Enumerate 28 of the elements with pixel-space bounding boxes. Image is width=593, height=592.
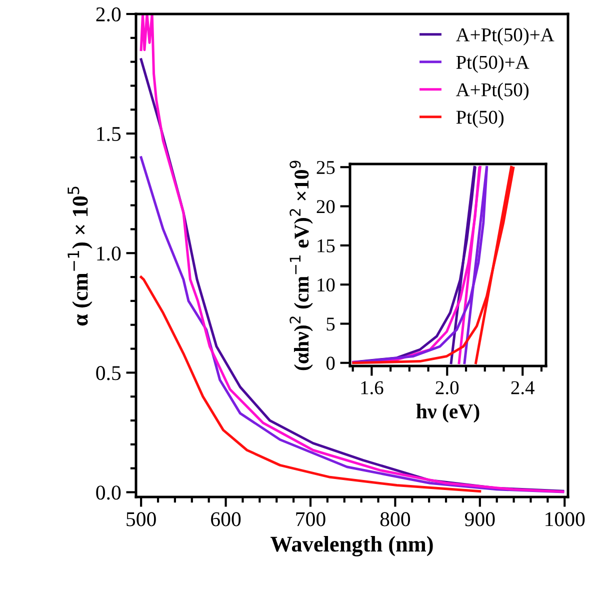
x-axis-title: hν (eV) bbox=[416, 404, 480, 423]
y-tick-label: 5 bbox=[326, 318, 335, 331]
x-axis-title: Wavelength (nm) bbox=[270, 536, 433, 556]
y-tick-label: 1.0 bbox=[97, 246, 121, 261]
y-axis-title: (αhν)$^{2}$ (cm$^{−1}$ eV)$^{2}$ ×10$^{9}$ bbox=[290, 160, 313, 370]
x-tick-label: 2.4 bbox=[511, 381, 534, 394]
legend-label: A+Pt(50) bbox=[456, 82, 529, 100]
y-tick-label: 10 bbox=[318, 278, 335, 292]
y-axis-title: α (cm$^{−1}$) × 10$^{5}$ bbox=[68, 186, 92, 326]
y-tick-label: 25 bbox=[316, 161, 335, 174]
legend-label: Pt(50) bbox=[456, 110, 504, 128]
legend-label: A+Pt(50)+A bbox=[456, 28, 554, 46]
y-tick-label: 0.0 bbox=[96, 486, 121, 500]
y-tick-label: 20 bbox=[316, 200, 335, 214]
x-tick-label: 1.6 bbox=[361, 381, 384, 394]
y-tick-label: 15 bbox=[318, 239, 335, 252]
y-tick-label: 2.0 bbox=[96, 7, 121, 22]
x-tick-label: 900 bbox=[464, 512, 495, 526]
y-tick-label: 1.5 bbox=[97, 127, 121, 142]
x-tick-label: 500 bbox=[126, 512, 156, 526]
y-tick-label: 0.5 bbox=[96, 366, 121, 380]
legend-label: Pt(50)+A bbox=[456, 55, 530, 73]
y-tick-label: 0 bbox=[326, 356, 335, 370]
x-tick-label: 2.0 bbox=[436, 381, 459, 394]
x-tick-label: 1000 bbox=[546, 512, 585, 526]
x-tick-label: 600 bbox=[211, 512, 241, 526]
x-tick-label: 700 bbox=[296, 512, 326, 526]
x-tick-label: 800 bbox=[380, 512, 410, 526]
